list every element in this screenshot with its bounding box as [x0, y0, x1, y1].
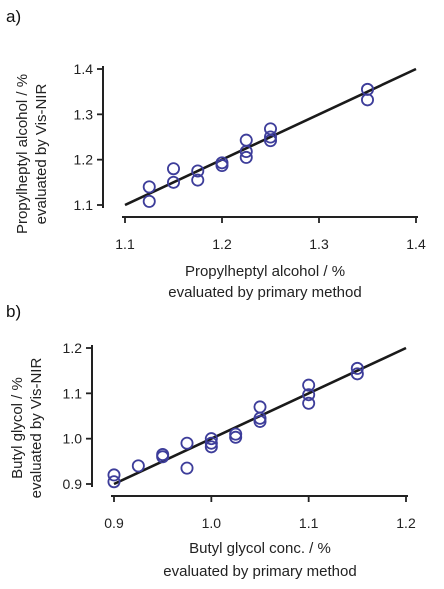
data-point	[166, 175, 180, 189]
data-point	[204, 432, 218, 446]
y-axis-title-line-2: evaluated by Vis-NIR	[33, 84, 50, 225]
data-point	[239, 150, 253, 164]
data-point	[229, 430, 243, 444]
data-point	[215, 159, 229, 173]
y-axis-title-line-1: Butyl glycol / %	[9, 377, 26, 479]
data-point	[166, 162, 180, 176]
panel-label: a)	[6, 7, 21, 26]
data-point	[142, 194, 156, 208]
chart-panel-a: a) 1.1 1.2 1.3 1.4 1.1 1.2 1.3 1.4 Propylheptyl a…	[6, 7, 426, 301]
data-point	[302, 396, 316, 410]
data-point	[191, 164, 205, 178]
x-tick-label: 1.3	[309, 236, 329, 252]
data-point	[142, 180, 156, 194]
y-tick-label: 1.2	[74, 152, 94, 168]
x-axis-title-line-2: evaluated by primary method	[163, 563, 356, 580]
y-tick-label: 1.3	[74, 106, 94, 122]
y-tick-label: 1.1	[63, 385, 83, 401]
data-point	[253, 414, 267, 428]
x-axis-title-line-2: evaluated by primary method	[168, 284, 361, 301]
x-tick-label: 1.2	[212, 236, 232, 252]
data-point	[131, 459, 145, 473]
data-point	[239, 133, 253, 147]
data-point	[263, 130, 277, 144]
y-tick-label: 1.0	[63, 431, 83, 447]
x-tick-label: 0.9	[104, 515, 124, 531]
data-point	[360, 93, 374, 107]
data-point	[263, 134, 277, 148]
data-point	[302, 378, 316, 392]
x-tick-label: 1.0	[202, 515, 222, 531]
panel-label: b)	[6, 302, 21, 321]
data-point	[350, 361, 364, 375]
data-point	[107, 475, 121, 489]
x-axis-title-line-1: Propylheptyl alcohol / %	[185, 263, 345, 280]
x-axis-title-line-1: Butyl glycol conc. / %	[189, 540, 331, 557]
data-point	[204, 440, 218, 454]
data-point	[253, 400, 267, 414]
y-tick-label: 1.2	[63, 340, 83, 356]
data-point	[302, 388, 316, 402]
data-point	[180, 461, 194, 475]
data-point	[180, 436, 194, 450]
data-point	[350, 367, 364, 381]
data-point	[204, 436, 218, 450]
y-tick-label: 0.9	[63, 476, 83, 492]
y-tick-label: 1.1	[74, 197, 94, 213]
x-tick-label: 1.4	[406, 236, 426, 252]
fit-line	[124, 67, 417, 207]
x-tick-label: 1.1	[115, 236, 135, 252]
y-tick-label: 1.4	[74, 61, 94, 77]
data-point	[156, 450, 170, 464]
y-axis-title-line-1: Propylheptyl alcohol / %	[14, 74, 31, 234]
x-tick-label: 1.1	[299, 515, 319, 531]
y-axis-title-line-2: evaluated by Vis-NIR	[28, 358, 45, 499]
data-point	[107, 468, 121, 482]
data-point	[239, 145, 253, 159]
data-point	[191, 173, 205, 187]
chart-panel-b: b) 0.9 1.0 1.1 1.2 0.9 1.0 1.1 1.2 Butyl glycol c…	[6, 302, 416, 580]
x-tick-label: 1.2	[396, 515, 416, 531]
